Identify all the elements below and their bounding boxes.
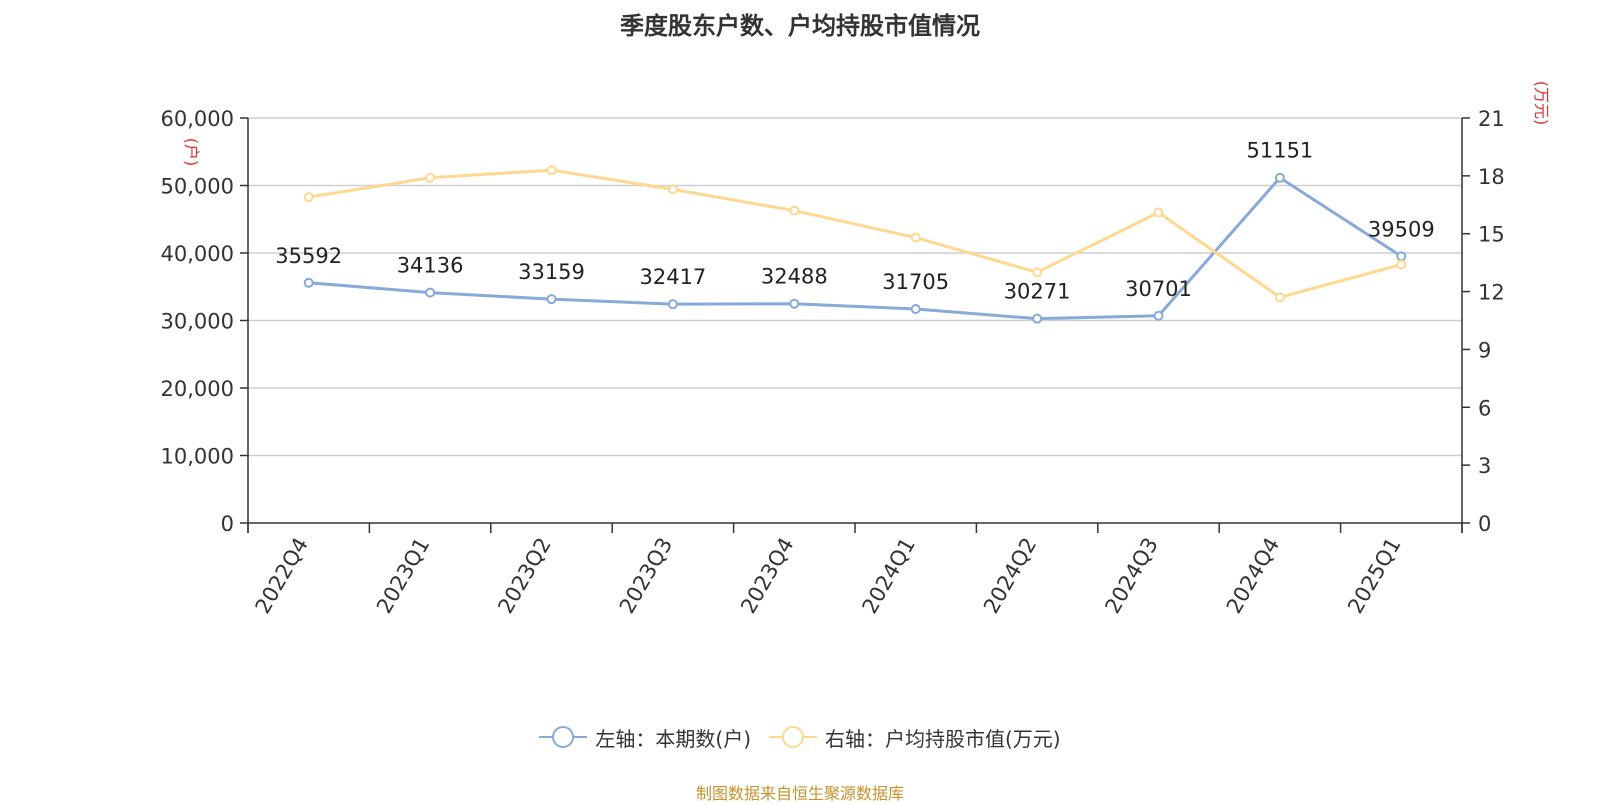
- data-label: 30701: [1125, 277, 1192, 301]
- x-axis-tick-label: 2024Q1: [858, 534, 920, 618]
- chart-title: 季度股东户数、户均持股市值情况: [620, 12, 980, 40]
- x-axis-tick-label: 2024Q4: [1222, 534, 1284, 618]
- right-series-point: [667, 184, 678, 195]
- legend-right-series-icon: [769, 726, 817, 748]
- left-series-point: [789, 298, 800, 309]
- left-axis-tick-label: 50,000: [161, 175, 234, 199]
- source-note: 制图数据来自恒生聚源数据库: [695, 784, 904, 803]
- x-axis-tick-label: 2023Q2: [493, 534, 555, 618]
- right-axis-unit: (万元): [1532, 81, 1551, 126]
- legend-left-series-icon: [539, 726, 588, 748]
- left-axis-tick-label: 0: [221, 512, 234, 536]
- right-series-point: [1274, 292, 1285, 303]
- right-axis-tick-label: 15: [1478, 223, 1505, 247]
- left-series-point: [303, 277, 314, 288]
- x-axis-tick-label: 2024Q3: [1100, 534, 1162, 618]
- left-series-point: [1153, 310, 1164, 321]
- left-series-line: [308, 176, 1403, 321]
- left-axis-tick-label: 30,000: [161, 310, 234, 334]
- right-axis-tick-label: 18: [1478, 165, 1505, 189]
- legend-item-right-series[interactable]: 右轴：户均持股市值(万元): [769, 723, 1061, 752]
- x-axis-tick-label: 2023Q4: [736, 534, 798, 618]
- left-series-point: [1274, 172, 1285, 183]
- right-series-point: [1153, 207, 1164, 218]
- left-axis-tick-label: 40,000: [161, 242, 234, 266]
- left-series-point: [667, 299, 678, 310]
- data-label: 39509: [1368, 217, 1435, 241]
- legend-item-left-series[interactable]: 左轴：本期数(户): [539, 723, 751, 752]
- x-axis-tick-label: 2024Q2: [979, 534, 1041, 618]
- right-axis-tick-label: 12: [1478, 281, 1505, 305]
- left-axis-tick-label: 10,000: [161, 445, 234, 469]
- right-series-point: [303, 192, 314, 203]
- right-series-point: [1396, 259, 1407, 270]
- right-axis-tick-label: 21: [1478, 107, 1505, 131]
- x-axis-tick-label: 2022Q4: [251, 534, 313, 618]
- x-axis-tick-label: 2023Q1: [372, 534, 434, 618]
- x-axis-tick-label: 2023Q3: [615, 534, 677, 618]
- data-label: 30271: [1004, 280, 1071, 304]
- left-series-point: [1032, 313, 1043, 324]
- data-label: 31705: [882, 270, 949, 294]
- left-axis-unit: (户): [182, 138, 201, 167]
- data-label: 35592: [275, 244, 342, 268]
- x-axis-tick-label: 2025Q1: [1343, 534, 1405, 618]
- left-axis-tick-label: 20,000: [161, 377, 234, 401]
- right-series-point: [1032, 267, 1043, 278]
- left-series-point: [546, 294, 557, 305]
- left-series-point: [425, 287, 436, 298]
- right-series-point: [546, 165, 557, 176]
- left-axis-tick-label: 60,000: [161, 107, 234, 131]
- left-series-point: [1396, 251, 1407, 262]
- left-series-point: [910, 303, 921, 314]
- right-series-point: [910, 232, 921, 243]
- right-axis-tick-label: 9: [1478, 338, 1491, 362]
- right-axis-tick-label: 6: [1478, 396, 1491, 420]
- right-series-point: [789, 205, 800, 216]
- right-series-line: [308, 168, 1402, 299]
- right-axis-tick-label: 3: [1478, 454, 1491, 478]
- right-series-point: [425, 172, 436, 183]
- data-label: 32417: [639, 265, 706, 289]
- data-label: 32488: [761, 265, 828, 289]
- legend-left-series-label: 左轴：本期数(户): [595, 726, 751, 751]
- right-axis-tick-label: 0: [1478, 512, 1491, 536]
- legend-right-series-label: 右轴：户均持股市值(万元): [825, 726, 1061, 751]
- data-label: 51151: [1246, 139, 1313, 163]
- data-label: 34136: [397, 254, 464, 278]
- data-label: 33159: [518, 260, 585, 284]
- legend: 左轴：本期数(户) 右轴：户均持股市值(万元): [0, 722, 1600, 752]
